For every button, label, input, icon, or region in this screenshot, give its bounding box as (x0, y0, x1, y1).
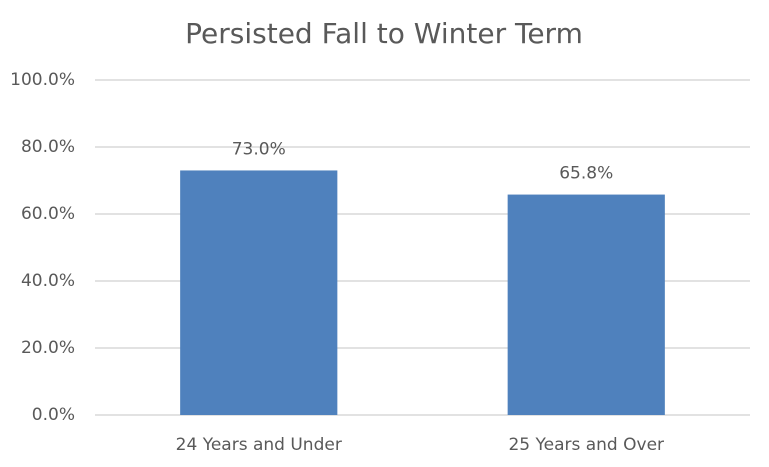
x-tick-label: 25 Years and Over (508, 435, 664, 455)
chart-title: Persisted Fall to Winter Term (185, 17, 583, 50)
y-tick-label: 20.0% (21, 338, 75, 358)
bar (180, 170, 338, 415)
data-label: 73.0% (232, 139, 286, 159)
y-tick-label: 40.0% (21, 271, 75, 291)
y-tick-label: 80.0% (21, 137, 75, 157)
bar (507, 194, 665, 415)
x-tick-label: 24 Years and Under (176, 435, 342, 455)
data-label: 65.8% (559, 164, 613, 184)
y-tick-label: 100.0% (10, 70, 75, 90)
y-tick-label: 60.0% (21, 204, 75, 224)
y-tick-label: 0.0% (32, 405, 75, 425)
